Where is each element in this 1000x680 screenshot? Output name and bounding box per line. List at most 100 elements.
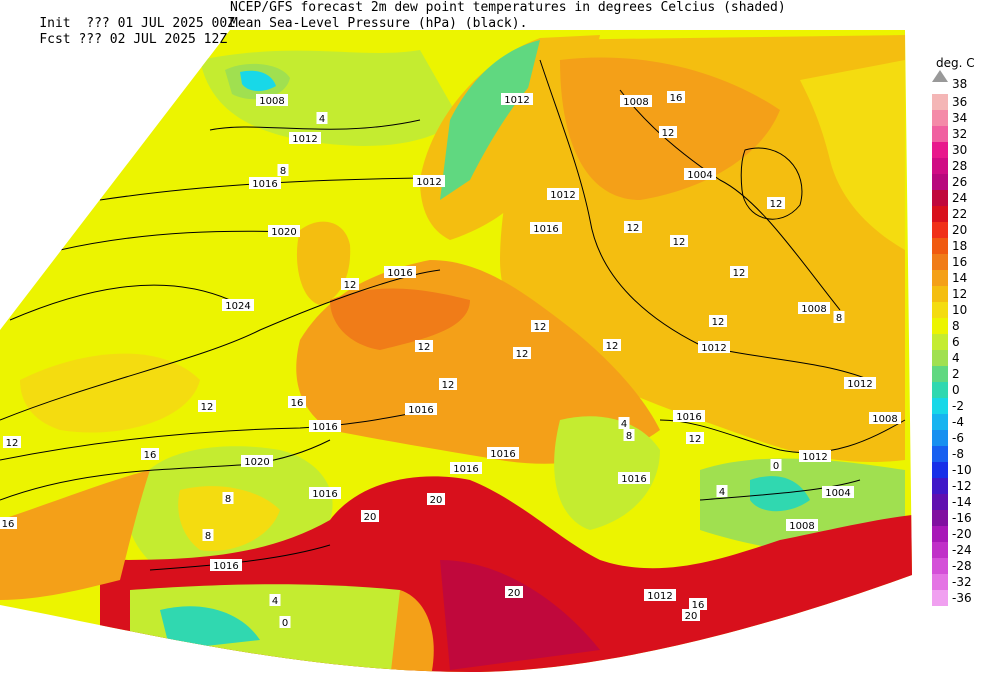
legend-label: 20 [952,223,968,237]
legend-label: -6 [952,431,964,445]
dew-point-label-bg [202,529,214,541]
isobar-label-bg [844,377,876,389]
isobar-label-bg [798,302,830,314]
legend-swatch [932,254,948,270]
iberian-atlantic-warm [0,470,150,600]
dew-point-label-bg [689,598,707,610]
dew-point-label-bg [439,378,457,390]
isobar-line [0,439,331,501]
legend-swatch [932,558,948,574]
dew-point-label: 12 [534,322,547,333]
isobar-label-bg [241,455,273,467]
isobar-label: 1012 [701,343,726,354]
isobar-line [9,284,231,321]
isobar-label: 1016 [312,422,337,433]
legend-swatch [932,158,948,174]
isobar-label: 1004 [687,170,712,181]
legend-swatch [932,542,948,558]
dew-point-label: 8 [626,431,632,442]
dew-point-label: 20 [364,512,377,523]
dew-point-label-bg [222,492,234,504]
legend-label: 10 [952,303,968,317]
isobar-label: 1016 [213,561,238,572]
dew-point-label: 16 [2,519,15,530]
legend-label: 14 [952,271,968,285]
legend-label: 4 [952,351,960,365]
legend-swatch [932,190,948,206]
dew-point-label: 12 [673,237,686,248]
dew-point-label: 4 [719,487,725,498]
isobar-label-bg [698,341,730,353]
legend-swatch [932,302,948,318]
isobar-line [539,59,871,381]
dew-point-label: 8 [225,494,231,505]
dew-point-label: 12 [606,341,619,352]
dew-point-label: 12 [712,317,725,328]
legend-label: 34 [952,111,968,125]
isobar-label: 1024 [225,301,250,312]
isobar-label: 1016 [252,179,277,190]
dew-point-label: 12 [442,380,455,391]
dew-point-label-bg [0,517,17,529]
isobar-label: 1008 [623,97,648,108]
legend-swatch [932,510,948,526]
dew-point-label: 20 [508,588,521,599]
dew-point-label-bg [415,340,433,352]
isobar-label-bg [501,93,533,105]
dew-point-label: 12 [418,342,431,353]
isobar-line [149,544,331,571]
isobar-label: 1012 [292,134,317,145]
legend-swatch [932,206,948,222]
dew-point-label-bg [141,448,159,460]
isobar-label: 1020 [271,227,296,238]
isobar-label: 1016 [453,464,478,475]
dew-point-label: 20 [685,611,698,622]
isobar-label: 1012 [504,95,529,106]
dew-point-label-bg [341,278,359,290]
isobar-label: 1004 [825,488,850,499]
isobar-label-bg [618,472,650,484]
dew-point-map: 1008 1012 1016 1020 1024 1016 1012 1012 1008 1004… [0,30,912,672]
title-line-2: Mean Sea-Level Pressure (hPa) (black). [230,16,528,31]
dew-point-label-bg [833,311,845,323]
dew-point-label: 20 [430,495,443,506]
isobar-label-bg [620,95,652,107]
dew-point-label: 12 [689,434,702,445]
isobar-label-bg [384,266,416,278]
legend-arrow-up-icon [932,70,948,82]
legend-label: 30 [952,143,968,157]
legend-swatch [932,398,948,414]
dew-point-label: 8 [836,313,842,324]
dew-point-label-bg [198,400,216,412]
isobar-label-bg [822,486,854,498]
legend-top-label: 38 [952,77,968,91]
dew-point-label: 4 [319,114,325,125]
dew-point-label-bg [279,616,291,628]
med-warmest [440,560,600,670]
isobar-line [209,119,421,131]
legend-label: 32 [952,127,968,141]
legend-label: -8 [952,447,964,461]
legend-label: 6 [952,335,960,349]
dew-point-label: 12 [6,438,19,449]
legend-swatch [932,526,948,542]
legend-label: 0 [952,383,960,397]
dew-point-label-bg [269,594,281,606]
isobar-label-bg [222,299,254,311]
legend-label: 16 [952,255,968,269]
balkans [554,416,660,530]
color-legend: deg. C 38 36 34 32 30 28 26 24 22 20 18 16 14 12 10 8 6… [926,56,996,666]
dew-point-label-bg [603,339,621,351]
isobar-label-bg [869,412,901,424]
legend-swatch [932,94,948,110]
dew-point-label: 12 [344,280,357,291]
dew-point-label: 12 [627,223,640,234]
dew-point-label: 0 [282,618,288,629]
dew-point-label-bg [618,417,630,429]
init-label: Init ??? 01 JUL 2025 00Z [39,16,235,31]
legend-swatch [932,382,948,398]
legend-label: 22 [952,207,968,221]
isobar-label-bg [450,462,482,474]
dew-point-label: 12 [516,349,529,360]
dew-point-label: 16 [291,398,304,409]
